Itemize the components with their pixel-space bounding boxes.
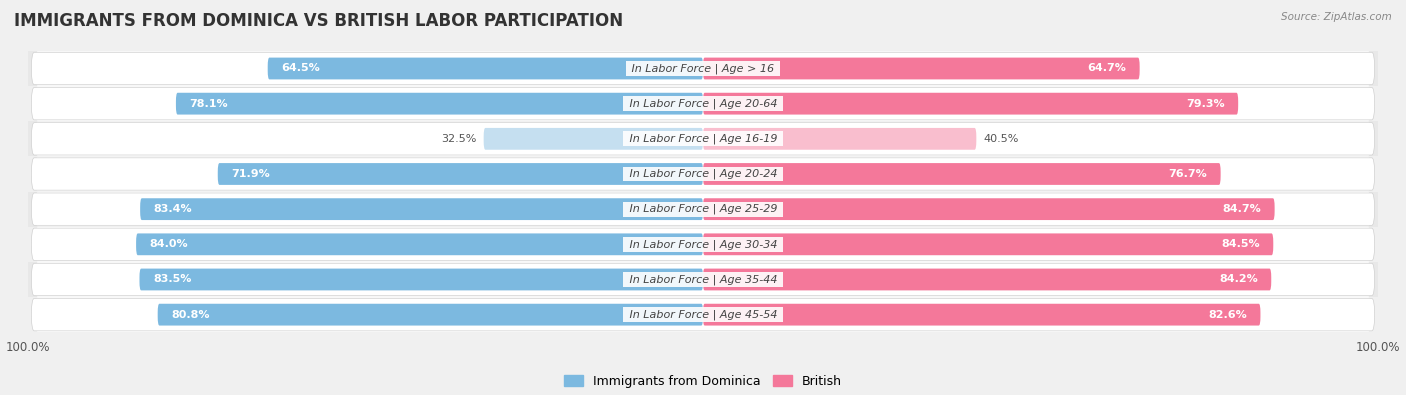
FancyBboxPatch shape	[28, 192, 1378, 227]
Text: IMMIGRANTS FROM DOMINICA VS BRITISH LABOR PARTICIPATION: IMMIGRANTS FROM DOMINICA VS BRITISH LABO…	[14, 12, 623, 30]
FancyBboxPatch shape	[28, 227, 1378, 262]
FancyBboxPatch shape	[31, 228, 1375, 260]
Text: In Labor Force | Age > 16: In Labor Force | Age > 16	[628, 63, 778, 74]
FancyBboxPatch shape	[31, 87, 1375, 120]
FancyBboxPatch shape	[218, 163, 703, 185]
FancyBboxPatch shape	[28, 51, 1378, 86]
FancyBboxPatch shape	[31, 263, 1375, 296]
FancyBboxPatch shape	[703, 233, 1274, 255]
FancyBboxPatch shape	[31, 123, 1375, 155]
FancyBboxPatch shape	[35, 157, 1371, 191]
Text: 84.7%: 84.7%	[1222, 204, 1261, 214]
Text: 84.0%: 84.0%	[149, 239, 188, 249]
Text: 76.7%: 76.7%	[1168, 169, 1208, 179]
Legend: Immigrants from Dominica, British: Immigrants from Dominica, British	[560, 370, 846, 393]
Text: 83.4%: 83.4%	[153, 204, 193, 214]
FancyBboxPatch shape	[35, 87, 1371, 121]
Text: In Labor Force | Age 35-44: In Labor Force | Age 35-44	[626, 274, 780, 285]
Text: Source: ZipAtlas.com: Source: ZipAtlas.com	[1281, 12, 1392, 22]
FancyBboxPatch shape	[31, 193, 1375, 225]
FancyBboxPatch shape	[28, 262, 1378, 297]
FancyBboxPatch shape	[35, 297, 1371, 332]
FancyBboxPatch shape	[28, 297, 1378, 332]
FancyBboxPatch shape	[176, 93, 703, 115]
FancyBboxPatch shape	[703, 198, 1275, 220]
Text: 78.1%: 78.1%	[190, 99, 228, 109]
FancyBboxPatch shape	[157, 304, 703, 325]
Text: In Labor Force | Age 30-34: In Labor Force | Age 30-34	[626, 239, 780, 250]
FancyBboxPatch shape	[136, 233, 703, 255]
Text: 84.5%: 84.5%	[1222, 239, 1260, 249]
FancyBboxPatch shape	[35, 51, 1371, 86]
FancyBboxPatch shape	[28, 86, 1378, 121]
FancyBboxPatch shape	[703, 128, 976, 150]
FancyBboxPatch shape	[267, 58, 703, 79]
Text: 32.5%: 32.5%	[441, 134, 477, 144]
FancyBboxPatch shape	[703, 304, 1260, 325]
FancyBboxPatch shape	[139, 269, 703, 290]
FancyBboxPatch shape	[703, 163, 1220, 185]
Text: 40.5%: 40.5%	[983, 134, 1018, 144]
FancyBboxPatch shape	[28, 121, 1378, 156]
FancyBboxPatch shape	[28, 156, 1378, 192]
FancyBboxPatch shape	[703, 58, 1140, 79]
Text: 79.3%: 79.3%	[1187, 99, 1225, 109]
Text: 83.5%: 83.5%	[153, 275, 191, 284]
FancyBboxPatch shape	[703, 93, 1239, 115]
FancyBboxPatch shape	[31, 52, 1375, 85]
Text: 80.8%: 80.8%	[172, 310, 209, 320]
Text: In Labor Force | Age 25-29: In Labor Force | Age 25-29	[626, 204, 780, 214]
FancyBboxPatch shape	[35, 227, 1371, 261]
FancyBboxPatch shape	[484, 128, 703, 150]
Text: In Labor Force | Age 16-19: In Labor Force | Age 16-19	[626, 134, 780, 144]
Text: 71.9%: 71.9%	[231, 169, 270, 179]
FancyBboxPatch shape	[141, 198, 703, 220]
FancyBboxPatch shape	[31, 158, 1375, 190]
Text: 64.7%: 64.7%	[1087, 64, 1126, 73]
Text: 64.5%: 64.5%	[281, 64, 321, 73]
Text: In Labor Force | Age 45-54: In Labor Force | Age 45-54	[626, 309, 780, 320]
FancyBboxPatch shape	[35, 122, 1371, 156]
Text: 84.2%: 84.2%	[1219, 275, 1258, 284]
FancyBboxPatch shape	[31, 299, 1375, 331]
Text: 82.6%: 82.6%	[1208, 310, 1247, 320]
Text: In Labor Force | Age 20-64: In Labor Force | Age 20-64	[626, 98, 780, 109]
Text: In Labor Force | Age 20-24: In Labor Force | Age 20-24	[626, 169, 780, 179]
FancyBboxPatch shape	[35, 192, 1371, 226]
FancyBboxPatch shape	[35, 262, 1371, 297]
FancyBboxPatch shape	[703, 269, 1271, 290]
